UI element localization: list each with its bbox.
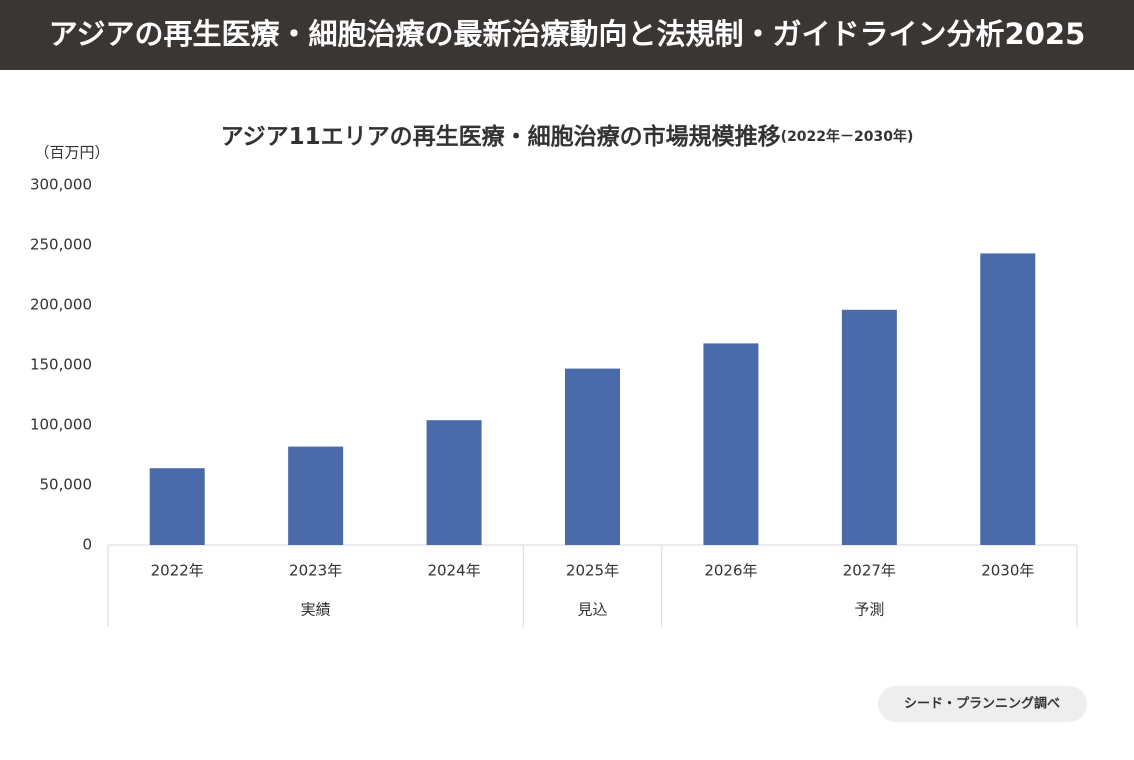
bar	[288, 446, 344, 545]
y-tick-label: 100,000	[30, 416, 92, 434]
x-tick-label: 2030年	[981, 562, 1034, 580]
x-tick-label: 2026年	[704, 562, 757, 580]
header-bar	[0, 0, 1134, 70]
bar	[841, 309, 897, 545]
y-tick-label: 200,000	[30, 296, 92, 314]
source-pill	[878, 686, 1087, 722]
x-tick-label: 2025年	[566, 562, 619, 580]
y-tick-label: 300,000	[30, 176, 92, 194]
bar	[426, 420, 482, 545]
y-tick-label: 250,000	[30, 236, 92, 254]
bar	[703, 343, 759, 545]
x-tick-label: 2023年	[289, 562, 342, 580]
x-tick-label: 2027年	[843, 562, 896, 580]
group-label: 見込	[577, 601, 607, 619]
bar	[149, 468, 205, 545]
y-axis-label: （百万円）	[34, 144, 109, 162]
header-title: アジアの再生医療・細胞治療の最新治療動向と法規制・ガイドライン分析2025	[49, 17, 1086, 51]
chart-title-group: アジア11エリアの再生医療・細胞治療の市場規模推移(2022年－2030年)	[221, 123, 914, 150]
source: シード・プランニング調べ	[904, 696, 1060, 712]
chart-title: アジア11エリアの再生医療・細胞治療の市場規模推移	[221, 123, 781, 150]
y-tick-label: 50,000	[40, 476, 93, 494]
x-tick-label: 2022年	[151, 562, 204, 580]
group-label: 予測	[854, 601, 884, 619]
bar	[565, 368, 620, 545]
y-tick-label: 150,000	[30, 356, 92, 374]
y-tick-label: 0	[82, 536, 92, 554]
group-label: 実績	[301, 601, 331, 619]
chart-subtitle: (2022年－2030年)	[781, 128, 914, 145]
bar	[980, 253, 1036, 545]
x-tick-label: 2024年	[427, 562, 480, 580]
